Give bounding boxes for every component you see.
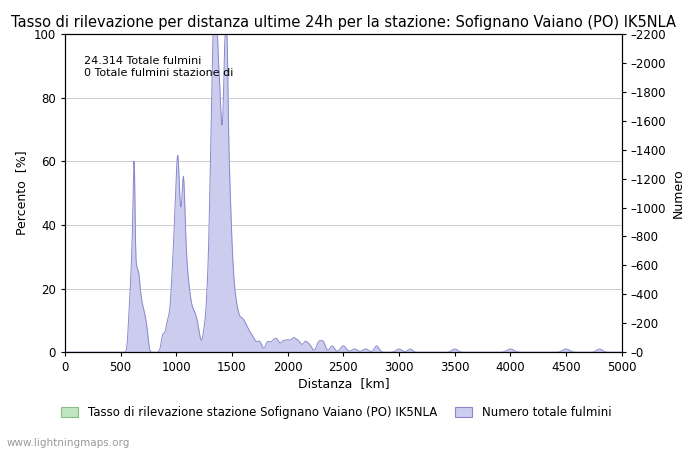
Y-axis label: Numero: Numero [672,168,685,218]
Text: 24.314 Totale fulmini
0 Totale fulmini stazione di: 24.314 Totale fulmini 0 Totale fulmini s… [84,56,234,78]
Y-axis label: Percento  [%]: Percento [%] [15,151,28,235]
X-axis label: Distanza  [km]: Distanza [km] [298,377,389,390]
Legend: Tasso di rilevazione stazione Sofignano Vaiano (PO) IK5NLA, Numero totale fulmin: Tasso di rilevazione stazione Sofignano … [56,401,616,424]
Text: www.lightningmaps.org: www.lightningmaps.org [7,438,130,448]
Title: Tasso di rilevazione per distanza ultime 24h per la stazione: Sofignano Vaiano (: Tasso di rilevazione per distanza ultime… [10,15,676,30]
